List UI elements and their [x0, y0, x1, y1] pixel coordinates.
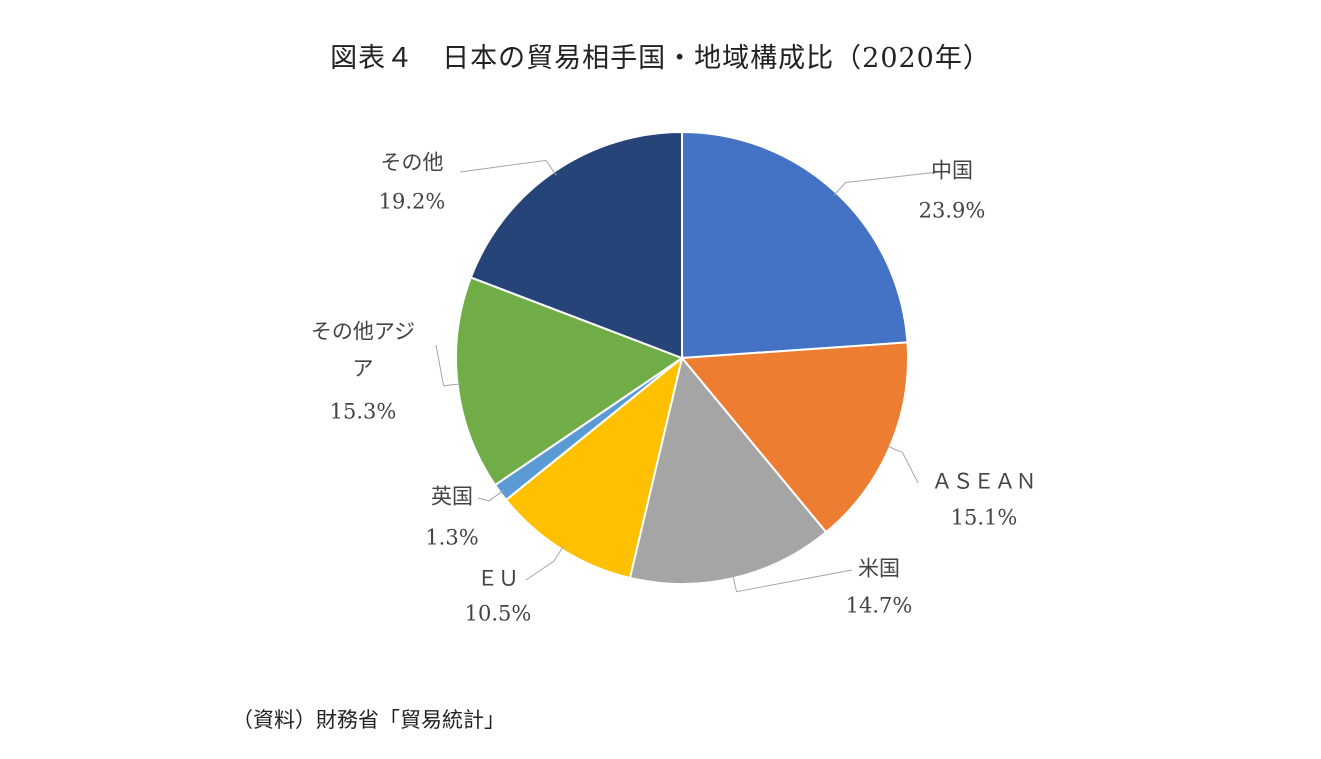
leader-line-2	[732, 569, 853, 593]
slice-value-label-3: 10.5%	[465, 602, 532, 626]
slice-value-label-6: 19.2%	[379, 190, 446, 214]
slice-name-label-6: その他	[381, 151, 444, 175]
slice-name-label-0: 中国	[931, 159, 973, 183]
slice-name-label-1: ＡＳＥＡＮ	[932, 470, 1037, 494]
chart-title: 図表４ 日本の貿易相手国・地域構成比（2020年）	[330, 43, 991, 74]
slice-labels: 中国 23.9% ＡＳＥＡＮ 15.1% 米国 14.7% ＥＵ 10.5% 英国 1.3% その他…	[311, 151, 1037, 626]
slice-name-label-4: 英国	[431, 485, 473, 509]
leader-line-3	[525, 545, 565, 581]
pie-slice-0	[681, 130, 909, 360]
slice-name-label-5-part1: その他アジ	[311, 320, 415, 344]
slice-value-label-4: 1.3%	[425, 526, 478, 550]
slice-value-label-5: 15.3%	[330, 400, 397, 424]
slice-value-label-2: 14.7%	[846, 594, 913, 618]
leader-line-1	[885, 445, 919, 484]
leader-lines	[435, 159, 939, 593]
slice-value-label-0: 23.9%	[919, 199, 986, 223]
leader-line-4	[477, 489, 504, 502]
slice-value-label-1: 15.1%	[951, 506, 1018, 530]
slice-name-label-3: ＥＵ	[477, 567, 519, 591]
pie-slices	[455, 130, 909, 585]
slice-name-label-2: 米国	[858, 557, 900, 581]
leader-line-6	[459, 159, 557, 176]
source-note: （資料）財務省「貿易統計」	[232, 708, 505, 732]
slice-name-label-5-part2: ア	[353, 357, 374, 381]
leader-line-5	[435, 344, 462, 387]
leader-line-0	[833, 171, 939, 197]
